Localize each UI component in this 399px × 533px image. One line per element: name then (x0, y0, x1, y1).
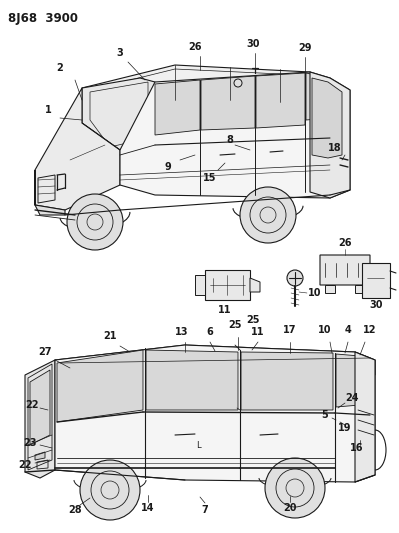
Polygon shape (30, 370, 50, 445)
Text: L: L (196, 440, 200, 449)
Polygon shape (250, 278, 260, 292)
Text: 22: 22 (18, 460, 32, 470)
Text: 11: 11 (251, 327, 265, 337)
Polygon shape (82, 78, 155, 150)
Text: 10: 10 (318, 325, 332, 335)
Text: 30: 30 (369, 300, 383, 310)
Text: 14: 14 (141, 503, 155, 513)
Circle shape (67, 194, 123, 250)
Polygon shape (256, 73, 305, 128)
Text: 25: 25 (246, 315, 260, 325)
Text: 10: 10 (308, 288, 322, 298)
Text: 2: 2 (57, 63, 63, 73)
Text: 23: 23 (23, 438, 37, 448)
Text: 12: 12 (363, 325, 377, 335)
Text: 11: 11 (218, 305, 232, 315)
Text: 8: 8 (227, 135, 233, 145)
Text: 9: 9 (165, 162, 172, 172)
Polygon shape (35, 170, 65, 215)
Text: 24: 24 (345, 393, 359, 403)
Polygon shape (25, 360, 55, 478)
Text: 19: 19 (338, 423, 352, 433)
Text: 30: 30 (246, 39, 260, 49)
Circle shape (80, 460, 140, 520)
Text: 1: 1 (45, 105, 51, 115)
Text: 20: 20 (283, 503, 297, 513)
Polygon shape (306, 73, 330, 120)
Text: 16: 16 (350, 443, 364, 453)
Text: 26: 26 (338, 238, 352, 248)
Polygon shape (241, 352, 333, 410)
Circle shape (287, 270, 303, 286)
Text: 22: 22 (25, 400, 39, 410)
Text: 18: 18 (328, 143, 342, 153)
Polygon shape (35, 88, 120, 210)
Text: 21: 21 (103, 331, 117, 341)
Text: 15: 15 (203, 173, 217, 183)
Polygon shape (195, 275, 205, 295)
Polygon shape (120, 72, 350, 198)
Polygon shape (362, 263, 390, 298)
Text: 29: 29 (298, 43, 312, 53)
Polygon shape (325, 285, 335, 293)
Polygon shape (312, 78, 342, 158)
Text: 27: 27 (38, 347, 52, 357)
Text: 13: 13 (175, 327, 189, 337)
Text: 3: 3 (117, 48, 123, 58)
Polygon shape (35, 452, 45, 460)
Circle shape (265, 458, 325, 518)
Text: 28: 28 (68, 505, 82, 515)
Text: 25: 25 (228, 320, 242, 330)
Polygon shape (55, 345, 375, 482)
Polygon shape (146, 350, 238, 410)
Text: 17: 17 (283, 325, 297, 335)
Polygon shape (57, 350, 143, 422)
Text: 6: 6 (207, 327, 213, 337)
Circle shape (240, 187, 296, 243)
Polygon shape (55, 345, 375, 375)
Polygon shape (310, 72, 350, 198)
Text: 8J68  3900: 8J68 3900 (8, 12, 78, 25)
Polygon shape (201, 76, 255, 130)
Polygon shape (155, 80, 200, 135)
Text: 4: 4 (345, 325, 352, 335)
Circle shape (234, 79, 242, 87)
Polygon shape (205, 270, 250, 300)
Polygon shape (320, 255, 375, 285)
Polygon shape (82, 65, 310, 123)
Polygon shape (336, 354, 360, 407)
Text: 26: 26 (188, 42, 202, 52)
Text: 5: 5 (322, 410, 328, 420)
Polygon shape (355, 285, 365, 293)
Polygon shape (355, 352, 375, 482)
Text: 7: 7 (201, 505, 208, 515)
